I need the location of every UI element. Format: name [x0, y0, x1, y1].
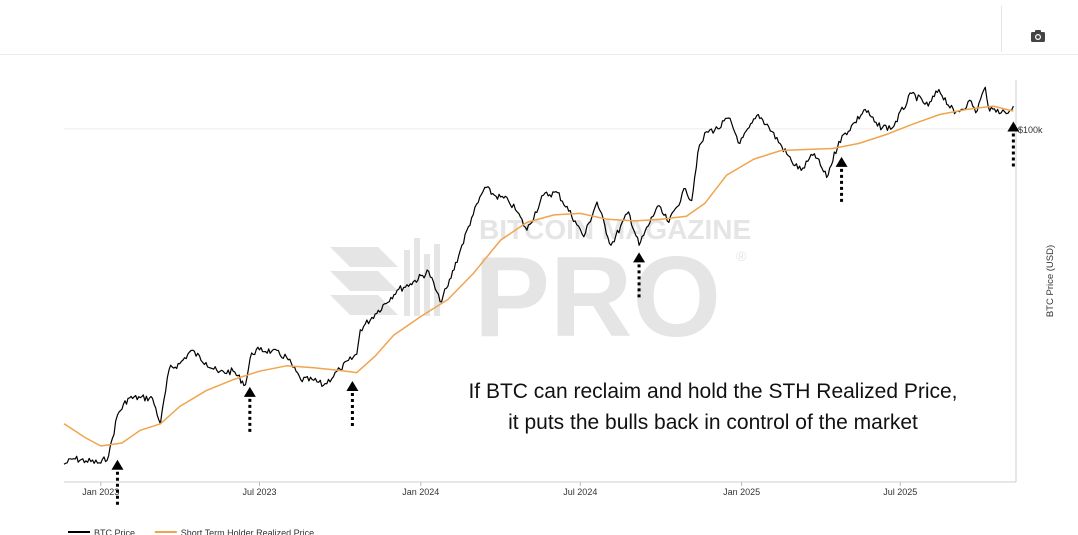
watermark-big-text: PRO: [474, 234, 721, 361]
watermark-registered-mark: ®: [736, 248, 747, 264]
arrow-marker-4: [835, 156, 848, 205]
legend-label-1: Short Term Holder Realized Price: [181, 528, 314, 535]
x-axis-ticks: Jan 2023 Jul 2023 Jan 2024 Jul 2024 Jan 2025…: [82, 482, 917, 497]
legend: BTC Price Short Term Holder Realized Pric…: [68, 528, 314, 535]
arrow-head-5: [1007, 121, 1020, 132]
y-axis-ticks: $100k: [1016, 125, 1043, 135]
arrow-marker-2: [346, 381, 359, 430]
legend-label-0: BTC Price: [94, 528, 135, 535]
x-tick-label-1: Jul 2023: [242, 487, 276, 497]
annotation-line-1: If BTC can reclaim and hold the STH Real…: [468, 380, 957, 403]
arrow-head-1: [243, 386, 256, 397]
x-tick-label-5: Jul 2025: [883, 487, 917, 497]
arrow-marker-5: [1007, 121, 1020, 170]
arrow-marker-1: [243, 386, 256, 435]
arrow-head-2: [346, 381, 359, 392]
watermark-emblem: [330, 238, 440, 316]
series-layer: [63, 86, 1014, 465]
y-axis-title: BTC Price (USD): [1045, 245, 1056, 317]
y-tick-label-0: $100k: [1018, 125, 1043, 135]
toolbar-divider: [1001, 6, 1002, 52]
arrow-marker-0: [111, 459, 124, 508]
x-tick-label-4: Jan 2025: [723, 487, 760, 497]
arrow-head-4: [835, 156, 848, 167]
arrow-head-3: [633, 252, 646, 263]
arrow-head-0: [111, 459, 124, 470]
chart-toolbar: [0, 0, 1078, 55]
chart: BITCOIN MAGAZINE PRO ® Jan 2023 Jul 2023 J…: [63, 80, 1056, 535]
series-line-1: [63, 105, 1014, 447]
camera-icon[interactable]: [1026, 24, 1050, 48]
watermark-logo: BITCOIN MAGAZINE PRO ®: [330, 214, 751, 361]
x-tick-label-3: Jul 2024: [563, 487, 597, 497]
annotation-line-2: it puts the bulls back in control of the…: [508, 411, 918, 434]
x-tick-label-2: Jan 2024: [402, 487, 439, 497]
series-line-0: [63, 86, 1014, 465]
x-tick-label-0: Jan 2023: [82, 487, 119, 497]
